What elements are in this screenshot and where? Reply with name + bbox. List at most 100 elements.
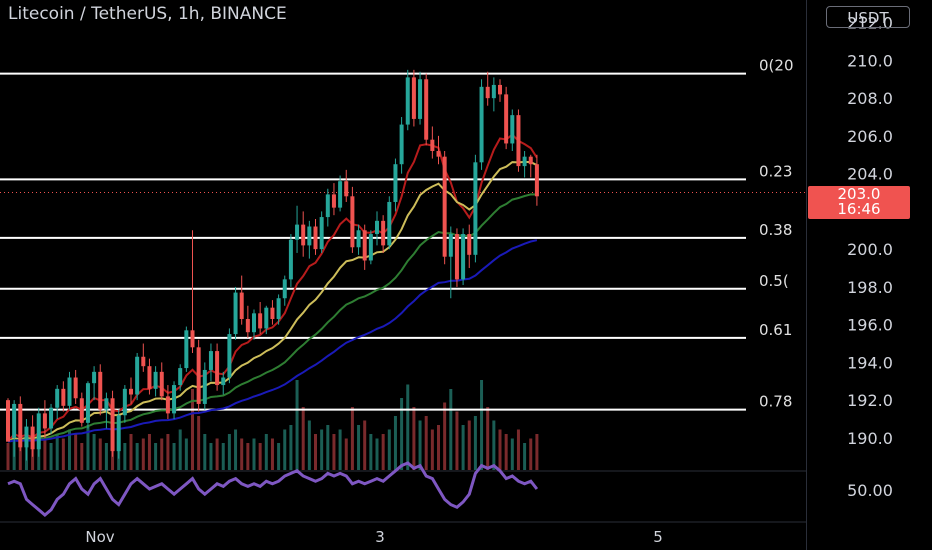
candle-body <box>430 139 435 152</box>
volume-bar <box>252 438 256 470</box>
candle-body <box>61 388 66 406</box>
candle-body <box>534 164 539 197</box>
candle-body <box>55 388 60 408</box>
candle-body <box>252 313 256 333</box>
price-axis-label: 208.0 <box>847 89 893 108</box>
candle-body <box>313 226 318 250</box>
candle-body <box>510 115 515 144</box>
volume-bar <box>147 434 151 470</box>
candle-body <box>491 84 496 99</box>
volume-bar <box>363 420 367 470</box>
fib-level-label: 0.38 <box>759 221 792 239</box>
fib-level-label: 0.78 <box>759 393 792 411</box>
candle-body <box>245 318 250 333</box>
candle-body <box>122 388 127 416</box>
candle-body <box>405 77 410 125</box>
candle-body <box>356 230 361 248</box>
volume-bar <box>129 434 133 470</box>
candle-body <box>24 426 29 448</box>
volume-bar <box>492 420 496 470</box>
volume-bar <box>381 434 385 470</box>
volume-bar <box>387 429 391 470</box>
candlestick-series <box>6 69 539 461</box>
volume-bar <box>277 443 281 470</box>
volume-bar <box>498 429 502 470</box>
volume-bar <box>516 429 520 470</box>
volume-bar <box>264 434 268 470</box>
volume-bar <box>49 443 53 470</box>
volume-bar <box>209 443 213 470</box>
candle-body <box>276 298 281 319</box>
oscillator-axis-label: 50.00 <box>847 481 893 500</box>
candle-body <box>208 351 213 370</box>
last-price-tag: 203.0 16:46 <box>808 186 910 219</box>
candle-body <box>6 400 10 442</box>
volume-bar <box>480 380 484 470</box>
currency-button[interactable]: USDT <box>826 6 910 28</box>
candle-body <box>153 371 158 389</box>
candle-body <box>454 234 459 280</box>
price-axis-label: 200.0 <box>847 240 893 259</box>
ma-slow-line <box>7 193 537 443</box>
candle-body <box>418 79 423 119</box>
volume-bar <box>307 420 311 470</box>
candle-body <box>104 398 109 410</box>
candle-body <box>190 330 195 348</box>
time-axis-label: 3 <box>375 528 385 546</box>
volume-bar <box>270 438 274 470</box>
volume-bar <box>510 438 514 470</box>
fib-level-label: 0.5( <box>759 272 789 290</box>
volume-bar <box>191 389 194 470</box>
candle-body <box>301 224 306 246</box>
price-axis-label: 198.0 <box>847 278 893 297</box>
candle-body <box>399 124 404 165</box>
volume-bar <box>449 389 453 470</box>
volume-bar <box>400 398 404 470</box>
volume-bar <box>283 429 287 470</box>
volume-bar <box>350 407 354 470</box>
candle-body <box>92 371 97 384</box>
candle-body <box>319 217 324 250</box>
oscillator-pane <box>0 461 806 523</box>
candle-body <box>227 334 232 378</box>
volume-bar <box>74 434 78 470</box>
volume-bar <box>221 443 225 470</box>
volume-bar <box>455 411 459 470</box>
volume-bar <box>258 443 262 470</box>
volume-bar <box>68 429 71 470</box>
candle-body <box>282 279 287 299</box>
candle-body <box>18 403 23 448</box>
volume-bar <box>227 434 231 470</box>
volume-bar <box>178 429 182 470</box>
chart-title: Litecoin / TetherUS, 1h, BINANCE <box>8 4 287 24</box>
volume-bar <box>504 434 508 470</box>
candle-body <box>172 385 177 414</box>
candle-body <box>79 398 84 423</box>
candle-body <box>375 220 379 235</box>
ma-fast-line <box>7 133 538 443</box>
volume-bar <box>486 407 490 470</box>
volume-bar <box>535 434 539 470</box>
volume-bar <box>215 438 219 470</box>
candle-body <box>368 234 373 261</box>
price-axis-label: 190.0 <box>847 429 893 448</box>
volume-bar <box>135 443 139 470</box>
volume-bar <box>86 425 90 470</box>
volume-bar <box>467 420 471 470</box>
candle-body <box>36 413 41 450</box>
price-axis-label: 204.0 <box>847 165 893 184</box>
candle-body <box>473 162 478 255</box>
ma-mid-line <box>7 160 538 443</box>
volume-bar <box>375 438 379 470</box>
fib-level-label: 0(20 <box>759 57 793 75</box>
volume-bar <box>43 438 47 470</box>
moving-averages <box>7 133 538 443</box>
volume-bar <box>326 425 330 470</box>
volume-bar <box>172 443 176 470</box>
candle-body <box>141 356 146 367</box>
candle-body <box>498 84 502 95</box>
candle-body <box>215 351 220 386</box>
volume-bar <box>418 420 422 470</box>
candle-body <box>49 407 54 429</box>
